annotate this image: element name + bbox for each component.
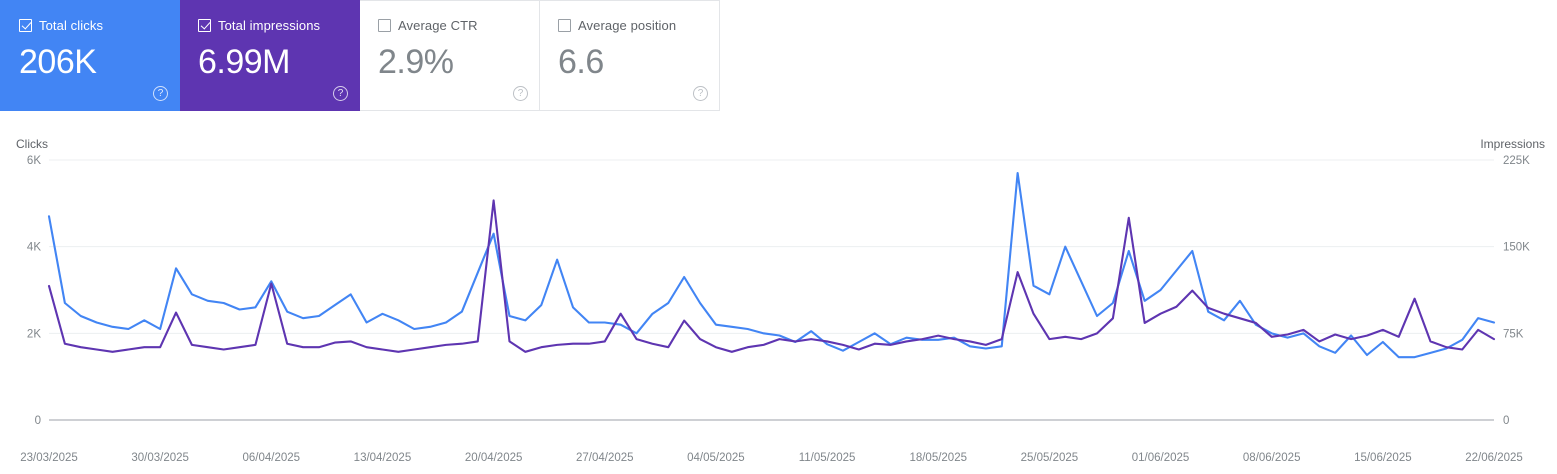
- metric-card-header: Average position: [558, 17, 705, 33]
- metric-card-header: Total impressions: [198, 17, 345, 33]
- metric-label-average-position: Average position: [578, 17, 677, 33]
- chart-plot-area[interactable]: 0 0 2K 75K 4K 150K 6K 225K 23/03/2025 30/03/2025 0…: [0, 111, 1557, 474]
- metric-card-average-ctr[interactable]: Average CTR 2.9% ?: [360, 0, 540, 111]
- series-line-clicks[interactable]: [47, 171, 1496, 359]
- metric-card-header: Total clicks: [19, 17, 165, 33]
- x-axis-date-tick: 04/05/2025: [687, 452, 745, 464]
- checkbox-average-position[interactable]: [558, 18, 571, 32]
- metric-card-header: Average CTR: [378, 17, 525, 33]
- help-icon[interactable]: ?: [513, 86, 528, 101]
- checkbox-total-impressions[interactable]: [198, 18, 211, 32]
- x-axis-date-tick: 20/04/2025: [465, 452, 523, 464]
- right-axis-tick: 150K: [1503, 242, 1530, 254]
- left-axis-tick: 4K: [27, 242, 41, 254]
- x-axis-date-tick: 18/05/2025: [909, 452, 967, 464]
- x-axis-date-tick: 11/05/2025: [799, 452, 856, 464]
- help-icon[interactable]: ?: [693, 86, 708, 101]
- x-axis-date-tick: 13/04/2025: [354, 452, 412, 464]
- help-icon[interactable]: ?: [333, 86, 348, 101]
- x-axis-date-tick: 15/06/2025: [1354, 452, 1412, 464]
- x-axis-date-tick: 25/05/2025: [1021, 452, 1079, 464]
- metric-card-average-position[interactable]: Average position 6.6 ?: [540, 0, 720, 111]
- left-axis-tick: 2K: [27, 328, 41, 340]
- metric-card-total-clicks[interactable]: Total clicks 206K ?: [0, 0, 180, 111]
- metric-card-total-impressions[interactable]: Total impressions 6.99M ?: [180, 0, 360, 111]
- metric-value-average-ctr: 2.9%: [378, 43, 454, 81]
- series-line-impressions[interactable]: [47, 199, 1496, 353]
- x-axis-date-tick: 30/03/2025: [131, 452, 189, 464]
- help-icon[interactable]: ?: [153, 86, 168, 101]
- checkbox-average-ctr[interactable]: [378, 18, 391, 32]
- left-axis-tick: 0: [35, 415, 41, 427]
- metric-label-total-clicks: Total clicks: [39, 17, 104, 33]
- metric-value-total-impressions: 6.99M: [198, 43, 291, 81]
- x-axis-date-tick: 08/06/2025: [1243, 452, 1301, 464]
- right-axis-tick: 75K: [1503, 328, 1524, 340]
- metric-label-total-impressions: Total impressions: [218, 17, 321, 33]
- metric-value-total-clicks: 206K: [19, 43, 97, 81]
- right-axis-title: Impressions: [1480, 137, 1545, 151]
- metric-cards-row: Total clicks 206K ? Total impressions 6.…: [0, 0, 720, 111]
- performance-chart[interactable]: Clicks Impressions 0 0 2K 75K 4K 150K 6K 225K 23…: [0, 111, 1557, 474]
- metric-label-average-ctr: Average CTR: [398, 17, 478, 33]
- x-axis-date-tick: 27/04/2025: [576, 452, 634, 464]
- left-axis-title: Clicks: [16, 137, 48, 151]
- x-axis-date-tick: 01/06/2025: [1132, 452, 1190, 464]
- x-axis-date-tick: 23/03/2025: [20, 452, 78, 464]
- right-axis-tick: 0: [1503, 415, 1509, 427]
- metric-value-average-position: 6.6: [558, 43, 604, 81]
- x-axis-date-tick: 22/06/2025: [1465, 452, 1523, 464]
- right-axis-tick: 225K: [1503, 155, 1530, 167]
- left-axis-tick: 6K: [27, 155, 41, 167]
- checkbox-total-clicks[interactable]: [19, 18, 32, 32]
- x-axis-date-tick: 06/04/2025: [243, 452, 301, 464]
